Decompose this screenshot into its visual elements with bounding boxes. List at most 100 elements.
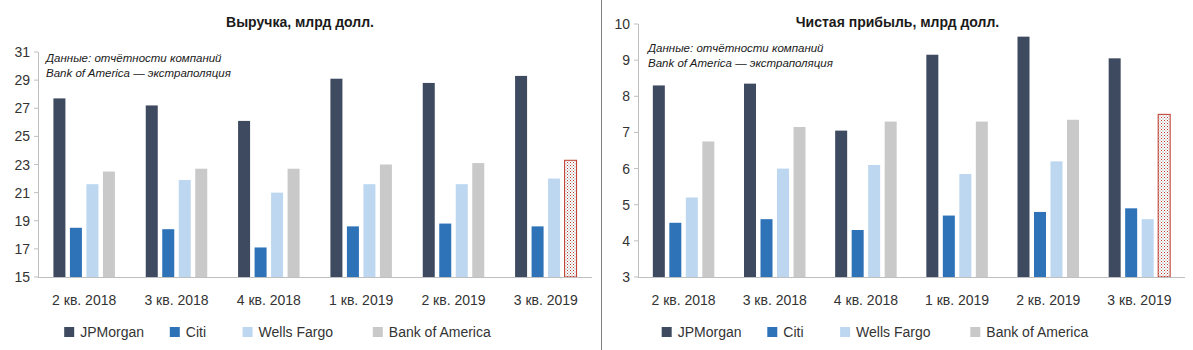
y-tick-label: 17 [14, 241, 30, 257]
panel-divider [601, 0, 602, 350]
bar [1109, 58, 1121, 277]
y-tick [634, 132, 638, 133]
y-tick-label: 10 [614, 16, 630, 32]
bar [439, 224, 451, 277]
y-tick [634, 24, 638, 25]
x-axis [38, 277, 592, 278]
bar [1034, 212, 1046, 277]
y-axis [38, 52, 39, 277]
chart-panel: Чистая прибыль, млрд долл.3456789102 кв.… [614, 14, 1185, 340]
annotation: Bank of America — экстраполяция [46, 67, 231, 79]
y-tick [634, 277, 638, 278]
bar [943, 216, 955, 277]
y-tick [34, 192, 38, 193]
x-tick-label: 4 кв. 2018 [834, 292, 898, 308]
bar [794, 127, 806, 277]
legend-label: Bank of America [389, 324, 491, 340]
bar [835, 131, 847, 277]
x-tick-label: 3 кв. 2019 [1107, 292, 1171, 308]
y-tick [34, 248, 38, 249]
bar [1067, 120, 1079, 277]
bar [885, 122, 897, 277]
y-tick-label: 29 [14, 72, 30, 88]
x-tick-label: 3 кв. 2018 [144, 292, 208, 308]
y-tick [34, 136, 38, 137]
y-tick-label: 15 [14, 269, 30, 285]
x-tick-label: 1 кв. 2019 [329, 292, 393, 308]
x-tick-label: 2 кв. 2019 [1016, 292, 1080, 308]
x-tick-label: 1 кв. 2019 [925, 292, 989, 308]
bar [1018, 37, 1030, 277]
bar [195, 169, 207, 277]
legend-swatch [662, 327, 672, 337]
bar [162, 229, 174, 277]
bar [565, 160, 577, 277]
bar [179, 180, 191, 277]
y-tick [34, 52, 38, 53]
y-tick [34, 220, 38, 221]
bar [686, 197, 698, 277]
bar [380, 165, 392, 278]
legend-swatch [970, 327, 980, 337]
bar [1142, 219, 1154, 277]
x-tick-label: 4 кв. 2018 [237, 292, 301, 308]
y-tick-label: 27 [14, 100, 30, 116]
chart-panel: Выручка, млрд долл.1517192123252729312 к… [14, 14, 592, 340]
annotation: Данные: отчётности компаний [44, 52, 222, 64]
bar [423, 83, 435, 277]
y-tick-label: 7 [622, 124, 630, 140]
x-tick-label: 2 кв. 2018 [651, 292, 715, 308]
bar [669, 223, 681, 277]
y-tick-label: 3 [622, 269, 630, 285]
bar [868, 165, 880, 277]
title: Выручка, млрд долл. [226, 14, 374, 30]
y-tick-label: 8 [622, 88, 630, 104]
y-tick [634, 96, 638, 97]
x-tick-label: 2 кв. 2019 [421, 292, 485, 308]
bar [347, 226, 359, 277]
bar [330, 79, 342, 277]
y-tick-label: 31 [14, 44, 30, 60]
x-axis [638, 277, 1185, 278]
bar [288, 169, 300, 277]
legend-swatch [373, 327, 383, 337]
y-tick-label: 5 [622, 197, 630, 213]
legend-label: Wells Fargo [259, 324, 334, 340]
bar [702, 141, 714, 277]
bar [744, 84, 756, 277]
legend-swatch [64, 327, 74, 337]
bar [515, 76, 527, 277]
legend-label: JPMorgan [80, 324, 144, 340]
y-tick-label: 4 [622, 233, 630, 249]
y-tick-label: 9 [622, 52, 630, 68]
bars [53, 76, 576, 277]
y-tick-label: 25 [14, 128, 30, 144]
y-tick [34, 277, 38, 278]
y-axis [638, 24, 639, 277]
legend-swatch [170, 327, 180, 337]
bar [852, 230, 864, 277]
bar [53, 98, 65, 277]
legend-swatch [767, 327, 777, 337]
y-tick [634, 168, 638, 169]
bar [548, 179, 560, 277]
y-tick [34, 108, 38, 109]
legend-swatch [243, 327, 253, 337]
bar [761, 219, 773, 277]
legend: JPMorganCitiWells FargoBank of America [662, 324, 1089, 340]
x-tick-label: 3 кв. 2018 [743, 292, 807, 308]
annotation: Bank of America — экстраполяция [648, 57, 833, 69]
legend-swatch [840, 327, 850, 337]
bar [1158, 114, 1170, 277]
legend-label: Bank of America [986, 324, 1088, 340]
bar [70, 228, 82, 277]
y-tick [34, 164, 38, 165]
bar [271, 193, 283, 277]
bar [1125, 208, 1137, 277]
legend: JPMorgan Citi Wells Fargo Bank of America [64, 324, 491, 340]
y-tick [634, 240, 638, 241]
bar [238, 121, 250, 277]
legend-label: Citi [186, 324, 206, 340]
figure: Выручка, млрд долл.1517192123252729312 к… [0, 0, 1193, 350]
legend-label: Wells Fargo [856, 324, 931, 340]
